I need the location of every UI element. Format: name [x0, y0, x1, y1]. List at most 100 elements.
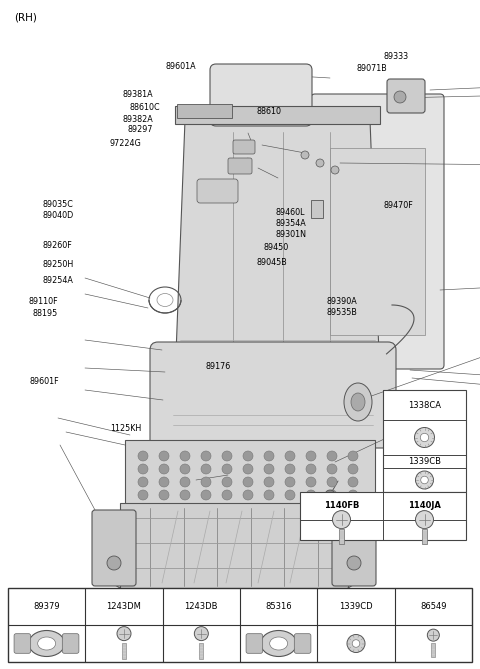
Text: 89071B: 89071B: [356, 64, 387, 73]
Text: 1125KH: 1125KH: [110, 423, 142, 433]
FancyBboxPatch shape: [14, 634, 31, 654]
FancyBboxPatch shape: [92, 510, 136, 586]
Circle shape: [306, 477, 316, 487]
Circle shape: [222, 451, 232, 461]
Text: 89035C: 89035C: [42, 199, 73, 209]
Text: 89333: 89333: [384, 52, 409, 61]
Bar: [330, 148, 425, 335]
Text: 1243DM: 1243DM: [107, 602, 142, 611]
Bar: [177, 104, 232, 118]
Ellipse shape: [344, 383, 372, 421]
Circle shape: [420, 434, 429, 442]
Text: 89601A: 89601A: [166, 62, 196, 72]
Bar: [175, 106, 380, 124]
Circle shape: [352, 640, 360, 648]
Circle shape: [347, 556, 361, 570]
Circle shape: [301, 151, 309, 159]
Bar: [199, 643, 204, 659]
Circle shape: [264, 464, 274, 474]
FancyBboxPatch shape: [332, 510, 376, 586]
Circle shape: [243, 451, 253, 461]
Text: (RH): (RH): [14, 13, 37, 23]
Text: 89301N: 89301N: [276, 230, 307, 240]
FancyBboxPatch shape: [62, 634, 79, 654]
Circle shape: [348, 464, 358, 474]
Circle shape: [325, 490, 335, 500]
Ellipse shape: [351, 393, 365, 411]
Circle shape: [159, 477, 169, 487]
Circle shape: [327, 477, 337, 487]
Bar: [300, 492, 466, 540]
Ellipse shape: [270, 637, 288, 650]
Bar: [122, 643, 126, 659]
Text: 89250H: 89250H: [42, 260, 73, 269]
Text: 86549: 86549: [420, 602, 446, 611]
Text: 89176: 89176: [205, 362, 231, 371]
Bar: [8, 588, 472, 662]
Bar: [120, 503, 348, 588]
Circle shape: [285, 464, 295, 474]
Text: 97224G: 97224G: [109, 138, 141, 148]
Circle shape: [138, 464, 148, 474]
Text: 1140FB: 1140FB: [324, 502, 359, 510]
Circle shape: [327, 451, 337, 461]
Circle shape: [180, 490, 190, 500]
Text: 89354A: 89354A: [276, 219, 307, 228]
Text: 89601F: 89601F: [30, 377, 60, 386]
Circle shape: [117, 627, 131, 641]
Circle shape: [415, 427, 434, 448]
Bar: [383, 390, 466, 492]
Circle shape: [331, 166, 339, 174]
Circle shape: [159, 464, 169, 474]
FancyBboxPatch shape: [387, 79, 425, 113]
Bar: [432, 643, 435, 657]
Circle shape: [191, 602, 199, 610]
Bar: [311, 200, 323, 218]
Circle shape: [306, 464, 316, 474]
Bar: [422, 529, 427, 545]
Circle shape: [243, 464, 253, 474]
Circle shape: [327, 490, 337, 500]
Text: 89381A: 89381A: [122, 90, 153, 100]
Text: 89254A: 89254A: [42, 276, 73, 286]
Text: 89382A: 89382A: [122, 114, 153, 124]
Circle shape: [348, 451, 358, 461]
Text: 85316: 85316: [265, 602, 292, 611]
Text: 89297: 89297: [127, 125, 153, 134]
FancyBboxPatch shape: [228, 158, 252, 174]
Ellipse shape: [29, 630, 65, 656]
Circle shape: [201, 464, 211, 474]
Circle shape: [138, 477, 148, 487]
FancyBboxPatch shape: [294, 634, 311, 654]
Circle shape: [201, 477, 211, 487]
Circle shape: [201, 490, 211, 500]
Circle shape: [347, 634, 365, 652]
Circle shape: [327, 464, 337, 474]
Text: 89450: 89450: [263, 243, 288, 252]
Circle shape: [201, 451, 211, 461]
Circle shape: [138, 451, 148, 461]
Bar: [125, 440, 375, 505]
Text: 89460L: 89460L: [276, 207, 305, 217]
Circle shape: [416, 510, 433, 529]
Circle shape: [243, 490, 253, 500]
Circle shape: [333, 510, 350, 529]
FancyBboxPatch shape: [197, 179, 238, 203]
Circle shape: [264, 490, 274, 500]
Circle shape: [180, 451, 190, 461]
Circle shape: [222, 477, 232, 487]
Text: 89379: 89379: [33, 602, 60, 611]
FancyBboxPatch shape: [246, 634, 263, 654]
Text: 88610: 88610: [257, 107, 282, 116]
Circle shape: [180, 464, 190, 474]
Circle shape: [159, 490, 169, 500]
Bar: [339, 529, 344, 545]
Polygon shape: [175, 120, 380, 380]
Circle shape: [138, 490, 148, 500]
Circle shape: [264, 477, 274, 487]
Circle shape: [243, 477, 253, 487]
Text: 1339CB: 1339CB: [408, 457, 441, 466]
FancyBboxPatch shape: [210, 64, 312, 126]
FancyBboxPatch shape: [311, 94, 444, 369]
Text: 89390A: 89390A: [326, 296, 357, 306]
